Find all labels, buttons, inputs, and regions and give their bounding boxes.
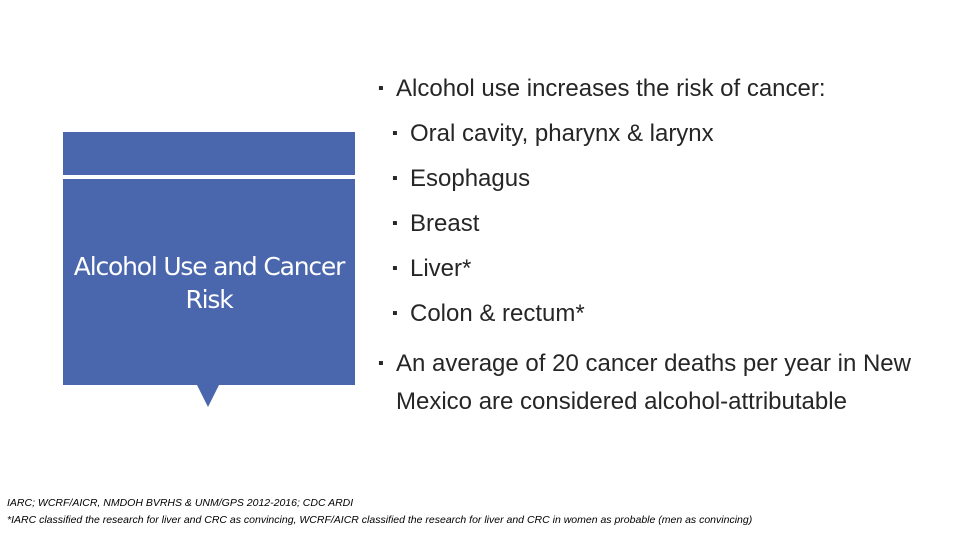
bullet: Oral cavity, pharynx & larynx <box>392 115 714 153</box>
bullet: Colon & rectum* <box>392 295 585 333</box>
footnote: IARC; WCRF/AICR, NMDOH BVRHS & UNM/GPS 2… <box>7 497 354 509</box>
panel-pointer <box>197 385 219 407</box>
bullet: Liver* <box>392 250 471 288</box>
bullet: An average of 20 cancer deaths per year … <box>378 345 941 421</box>
slide-title: Alcohol Use and Cancer Risk <box>73 252 346 314</box>
panel-strip <box>63 175 355 179</box>
title-panel <box>63 132 355 385</box>
footnote: *IARC classified the research for liver … <box>7 514 753 526</box>
bullet: Esophagus <box>392 160 530 198</box>
bullet: Alcohol use increases the risk of cancer… <box>378 70 941 108</box>
bullet: Breast <box>392 205 479 243</box>
